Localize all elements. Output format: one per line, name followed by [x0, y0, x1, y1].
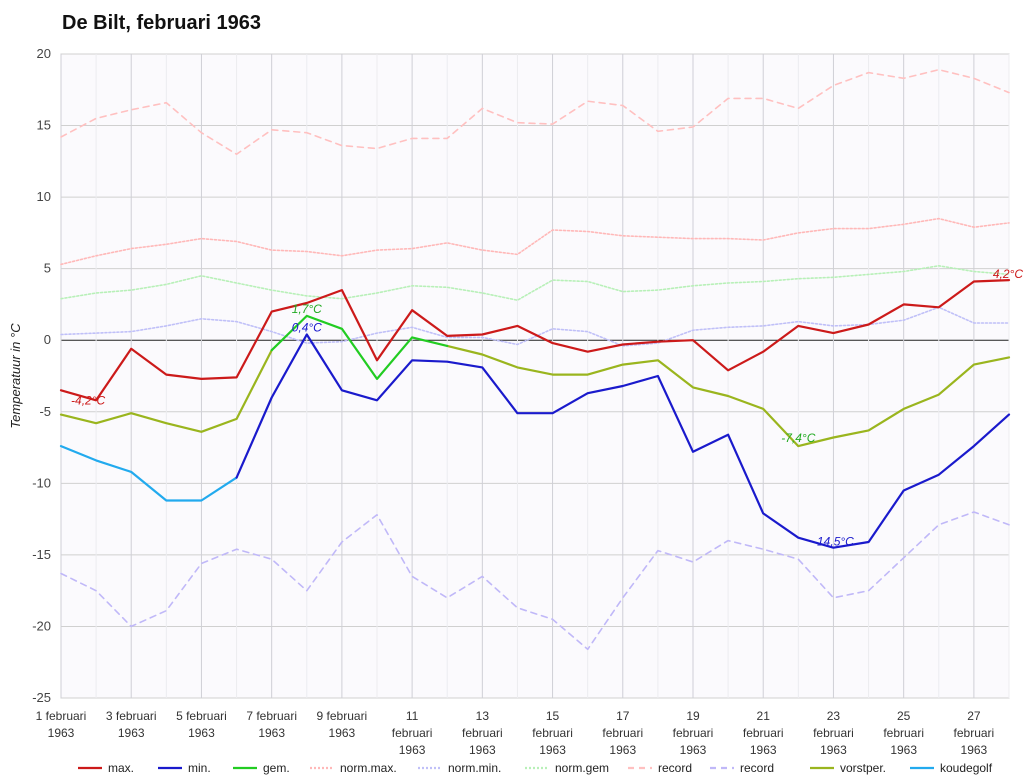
series-line-max: [59, 279, 1011, 402]
legend-label[interactable]: norm.max.: [340, 761, 397, 775]
series-line-record: [60, 511, 1010, 651]
x-tick-label: 1963: [750, 743, 777, 757]
x-tick-label: februari: [883, 726, 924, 740]
data-label: -7,4°C: [781, 431, 815, 445]
x-tick-label: februari: [462, 726, 503, 740]
x-tick-label: februari: [602, 726, 643, 740]
series-line-gem: [270, 314, 449, 380]
y-tick-label: -25: [32, 690, 51, 705]
chart-title: De Bilt, februari 1963: [62, 12, 261, 34]
x-tick-label: 27: [967, 709, 981, 723]
x-tick-label: 21: [757, 709, 771, 723]
x-tick-label: 1963: [399, 743, 426, 757]
x-tick-label: 3 februari: [106, 709, 157, 723]
data-label: -4,2°C: [71, 393, 105, 407]
x-tick-label: 1963: [609, 743, 636, 757]
series-line-vorstper: [59, 344, 1011, 448]
x-tick-label: 1963: [469, 743, 496, 757]
data-label: 0,4°C: [292, 320, 322, 334]
y-tick-label: 20: [37, 46, 51, 61]
x-tick-label: 1963: [961, 743, 988, 757]
x-tick-label: 9 februari: [317, 709, 368, 723]
y-tick-label: 0: [44, 332, 51, 347]
y-tick-label: 10: [37, 189, 51, 204]
x-tick-label: 5 februari: [176, 709, 227, 723]
series-line-normgem: [60, 265, 1010, 301]
x-tick-label: februari: [743, 726, 784, 740]
x-tick-label: februari: [813, 726, 854, 740]
y-tick-label: -15: [32, 547, 51, 562]
series-line-normmax: [60, 217, 1010, 266]
x-tick-label: 1963: [118, 726, 145, 740]
y-tick-label: -5: [39, 404, 51, 419]
x-tick-label: februari: [392, 726, 433, 740]
x-tick-label: februari: [954, 726, 995, 740]
legend-label[interactable]: min.: [188, 761, 211, 775]
legend-label[interactable]: record: [740, 761, 774, 775]
x-tick-label: 11: [406, 709, 419, 723]
data-label: 4,2°C: [993, 267, 1023, 281]
x-tick-label: 1 februari: [36, 709, 87, 723]
x-tick-label: 1963: [680, 743, 707, 757]
legend-label[interactable]: max.: [108, 761, 134, 775]
x-tick-label: februari: [673, 726, 714, 740]
legend-label[interactable]: record: [658, 761, 692, 775]
x-tick-label: 1963: [329, 726, 356, 740]
x-tick-label: 25: [897, 709, 911, 723]
x-tick-label: 13: [476, 709, 490, 723]
legend-label[interactable]: gem.: [263, 761, 290, 775]
x-tick-label: 23: [827, 709, 841, 723]
y-tick-label: 15: [37, 118, 51, 133]
x-tick-label: 1963: [188, 726, 215, 740]
legend-label[interactable]: norm.min.: [448, 761, 501, 775]
x-tick-label: 1963: [820, 743, 847, 757]
x-tick-label: 19: [686, 709, 700, 723]
legend-label[interactable]: vorstper.: [840, 761, 886, 775]
series-line-record: [60, 68, 1010, 155]
x-tick-label: 1963: [890, 743, 917, 757]
legend-label[interactable]: koudegolf: [940, 761, 993, 775]
series-line-min: [235, 333, 1011, 549]
y-tick-label: -10: [32, 475, 51, 490]
x-tick-label: 7 februari: [246, 709, 297, 723]
legend-label[interactable]: norm.gem: [555, 761, 609, 775]
plot-area: [60, 53, 1010, 699]
x-tick-label: 15: [546, 709, 560, 723]
y-axis-label: Temperatuur in °C: [8, 323, 23, 429]
data-label: 1,7°C: [292, 302, 322, 316]
x-tick-label: februari: [532, 726, 573, 740]
series-line-koudegolf: [59, 445, 238, 502]
y-tick-label: 5: [44, 261, 51, 276]
x-tick-label: 1963: [258, 726, 285, 740]
x-tick-label: 17: [616, 709, 630, 723]
x-tick-label: 1963: [48, 726, 75, 740]
series-line-normmin: [60, 306, 1010, 347]
data-label: -14,5°C: [813, 535, 854, 549]
x-tick-label: 1963: [539, 743, 566, 757]
y-tick-label: -20: [32, 618, 51, 633]
